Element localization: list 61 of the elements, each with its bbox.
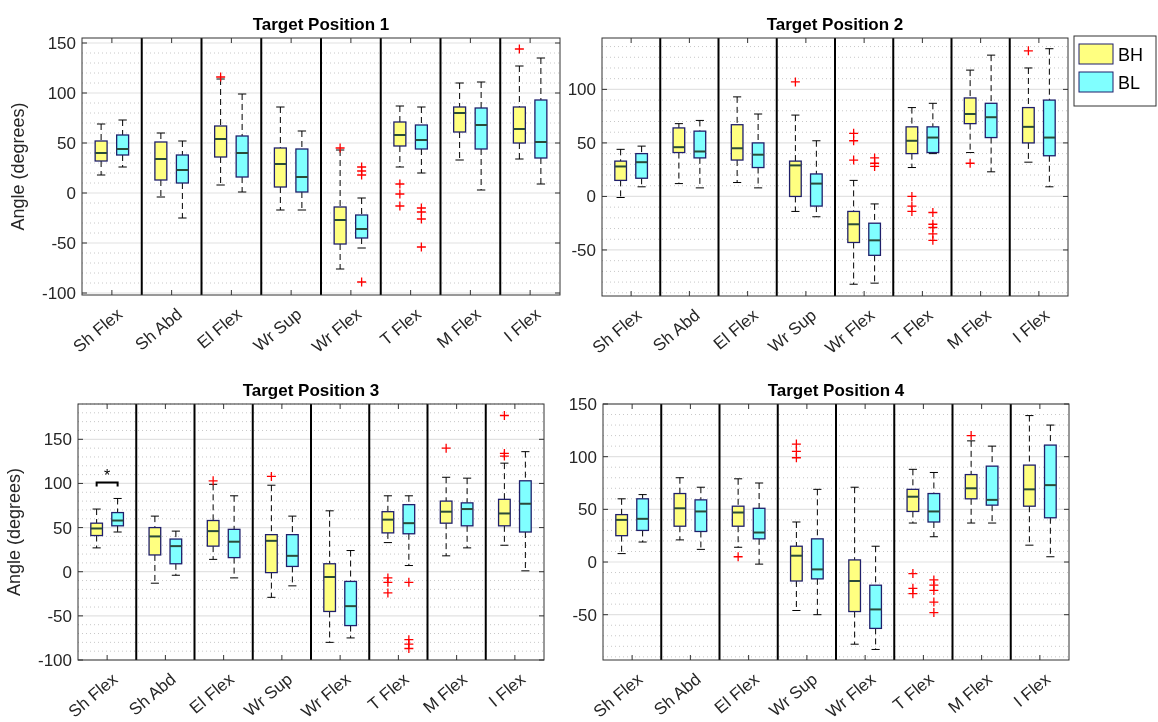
x-tick-label: I Flex xyxy=(485,669,530,711)
x-tick-label: Sh Flex xyxy=(69,304,127,357)
legend-label: BH xyxy=(1118,45,1144,65)
y-tick-label: 50 xyxy=(577,133,596,153)
y-tick-label: -50 xyxy=(572,605,597,625)
x-tick-label: T Flex xyxy=(889,669,938,715)
y-tick-label: -100 xyxy=(41,283,76,303)
y-axis-title: Angle (degrees) xyxy=(4,467,24,597)
y-tick-label: 100 xyxy=(43,474,72,494)
x-tick-label: M Flex xyxy=(433,304,485,352)
y-tick-label: -50 xyxy=(51,233,76,253)
x-tick-label: Wr Flex xyxy=(821,305,879,358)
x-tick-label: Wr Sup xyxy=(764,305,821,357)
y-tick-label: 150 xyxy=(568,394,597,414)
y-tick-label: 50 xyxy=(578,500,597,520)
x-tick-label: Sh Abd xyxy=(650,669,705,720)
x-tick-label: El Flex xyxy=(193,304,246,353)
y-tick-label: 150 xyxy=(43,430,72,450)
annotation: * xyxy=(104,467,111,485)
chart-title: Target Position 3 xyxy=(242,381,380,400)
y-tick-label: 0 xyxy=(62,562,72,582)
x-tick-label: El Flex xyxy=(185,669,239,718)
x-tick-label: T Flex xyxy=(376,304,426,350)
y-tick-label: -50 xyxy=(47,606,72,626)
x-tick-label: I Flex xyxy=(1009,305,1054,347)
x-tick-label: Wr Sup xyxy=(249,304,306,356)
x-tick-label: T Flex xyxy=(364,669,413,715)
legend-label: BL xyxy=(1118,73,1141,93)
chart-title: Target Position 2 xyxy=(766,15,904,34)
y-tick-label: 100 xyxy=(568,447,597,467)
y-tick-label: 100 xyxy=(47,83,76,103)
x-tick-label: Wr Sup xyxy=(765,669,822,721)
y-tick-label: 0 xyxy=(587,552,597,572)
y-tick-label: 150 xyxy=(47,33,76,53)
x-tick-label: M Flex xyxy=(943,305,996,353)
chart-title: Target Position 1 xyxy=(252,15,390,34)
y-tick-label: 0 xyxy=(586,187,596,207)
x-tick-label: Sh Abd xyxy=(649,305,704,356)
y-tick-label: 50 xyxy=(57,133,76,153)
chart-title: Target Position 4 xyxy=(767,381,905,400)
y-axis-title: Angle (degrees) xyxy=(8,102,28,231)
x-tick-label: Sh Abd xyxy=(125,669,180,720)
x-tick-label: I Flex xyxy=(500,304,545,346)
x-tick-label: Wr Flex xyxy=(308,304,366,357)
y-tick-label: -100 xyxy=(37,650,72,670)
x-tick-label: Wr Flex xyxy=(822,669,880,722)
x-tick-label: El Flex xyxy=(709,305,763,354)
x-tick-label: Sh Flex xyxy=(588,305,646,358)
y-tick-label: 0 xyxy=(66,183,76,203)
y-tick-label: 100 xyxy=(567,80,596,100)
y-tick-label: 50 xyxy=(53,518,72,538)
x-tick-label: T Flex xyxy=(888,305,937,351)
x-tick-label: I Flex xyxy=(1010,669,1055,711)
x-tick-label: Wr Flex xyxy=(297,669,355,722)
x-tick-label: Wr Sup xyxy=(240,669,297,721)
x-tick-label: M Flex xyxy=(419,669,472,717)
x-tick-label: Sh Flex xyxy=(64,669,122,722)
x-tick-label: Sh Flex xyxy=(589,669,647,722)
x-tick-label: El Flex xyxy=(710,669,764,718)
x-tick-label: M Flex xyxy=(944,669,997,717)
y-tick-label: -50 xyxy=(571,240,596,260)
